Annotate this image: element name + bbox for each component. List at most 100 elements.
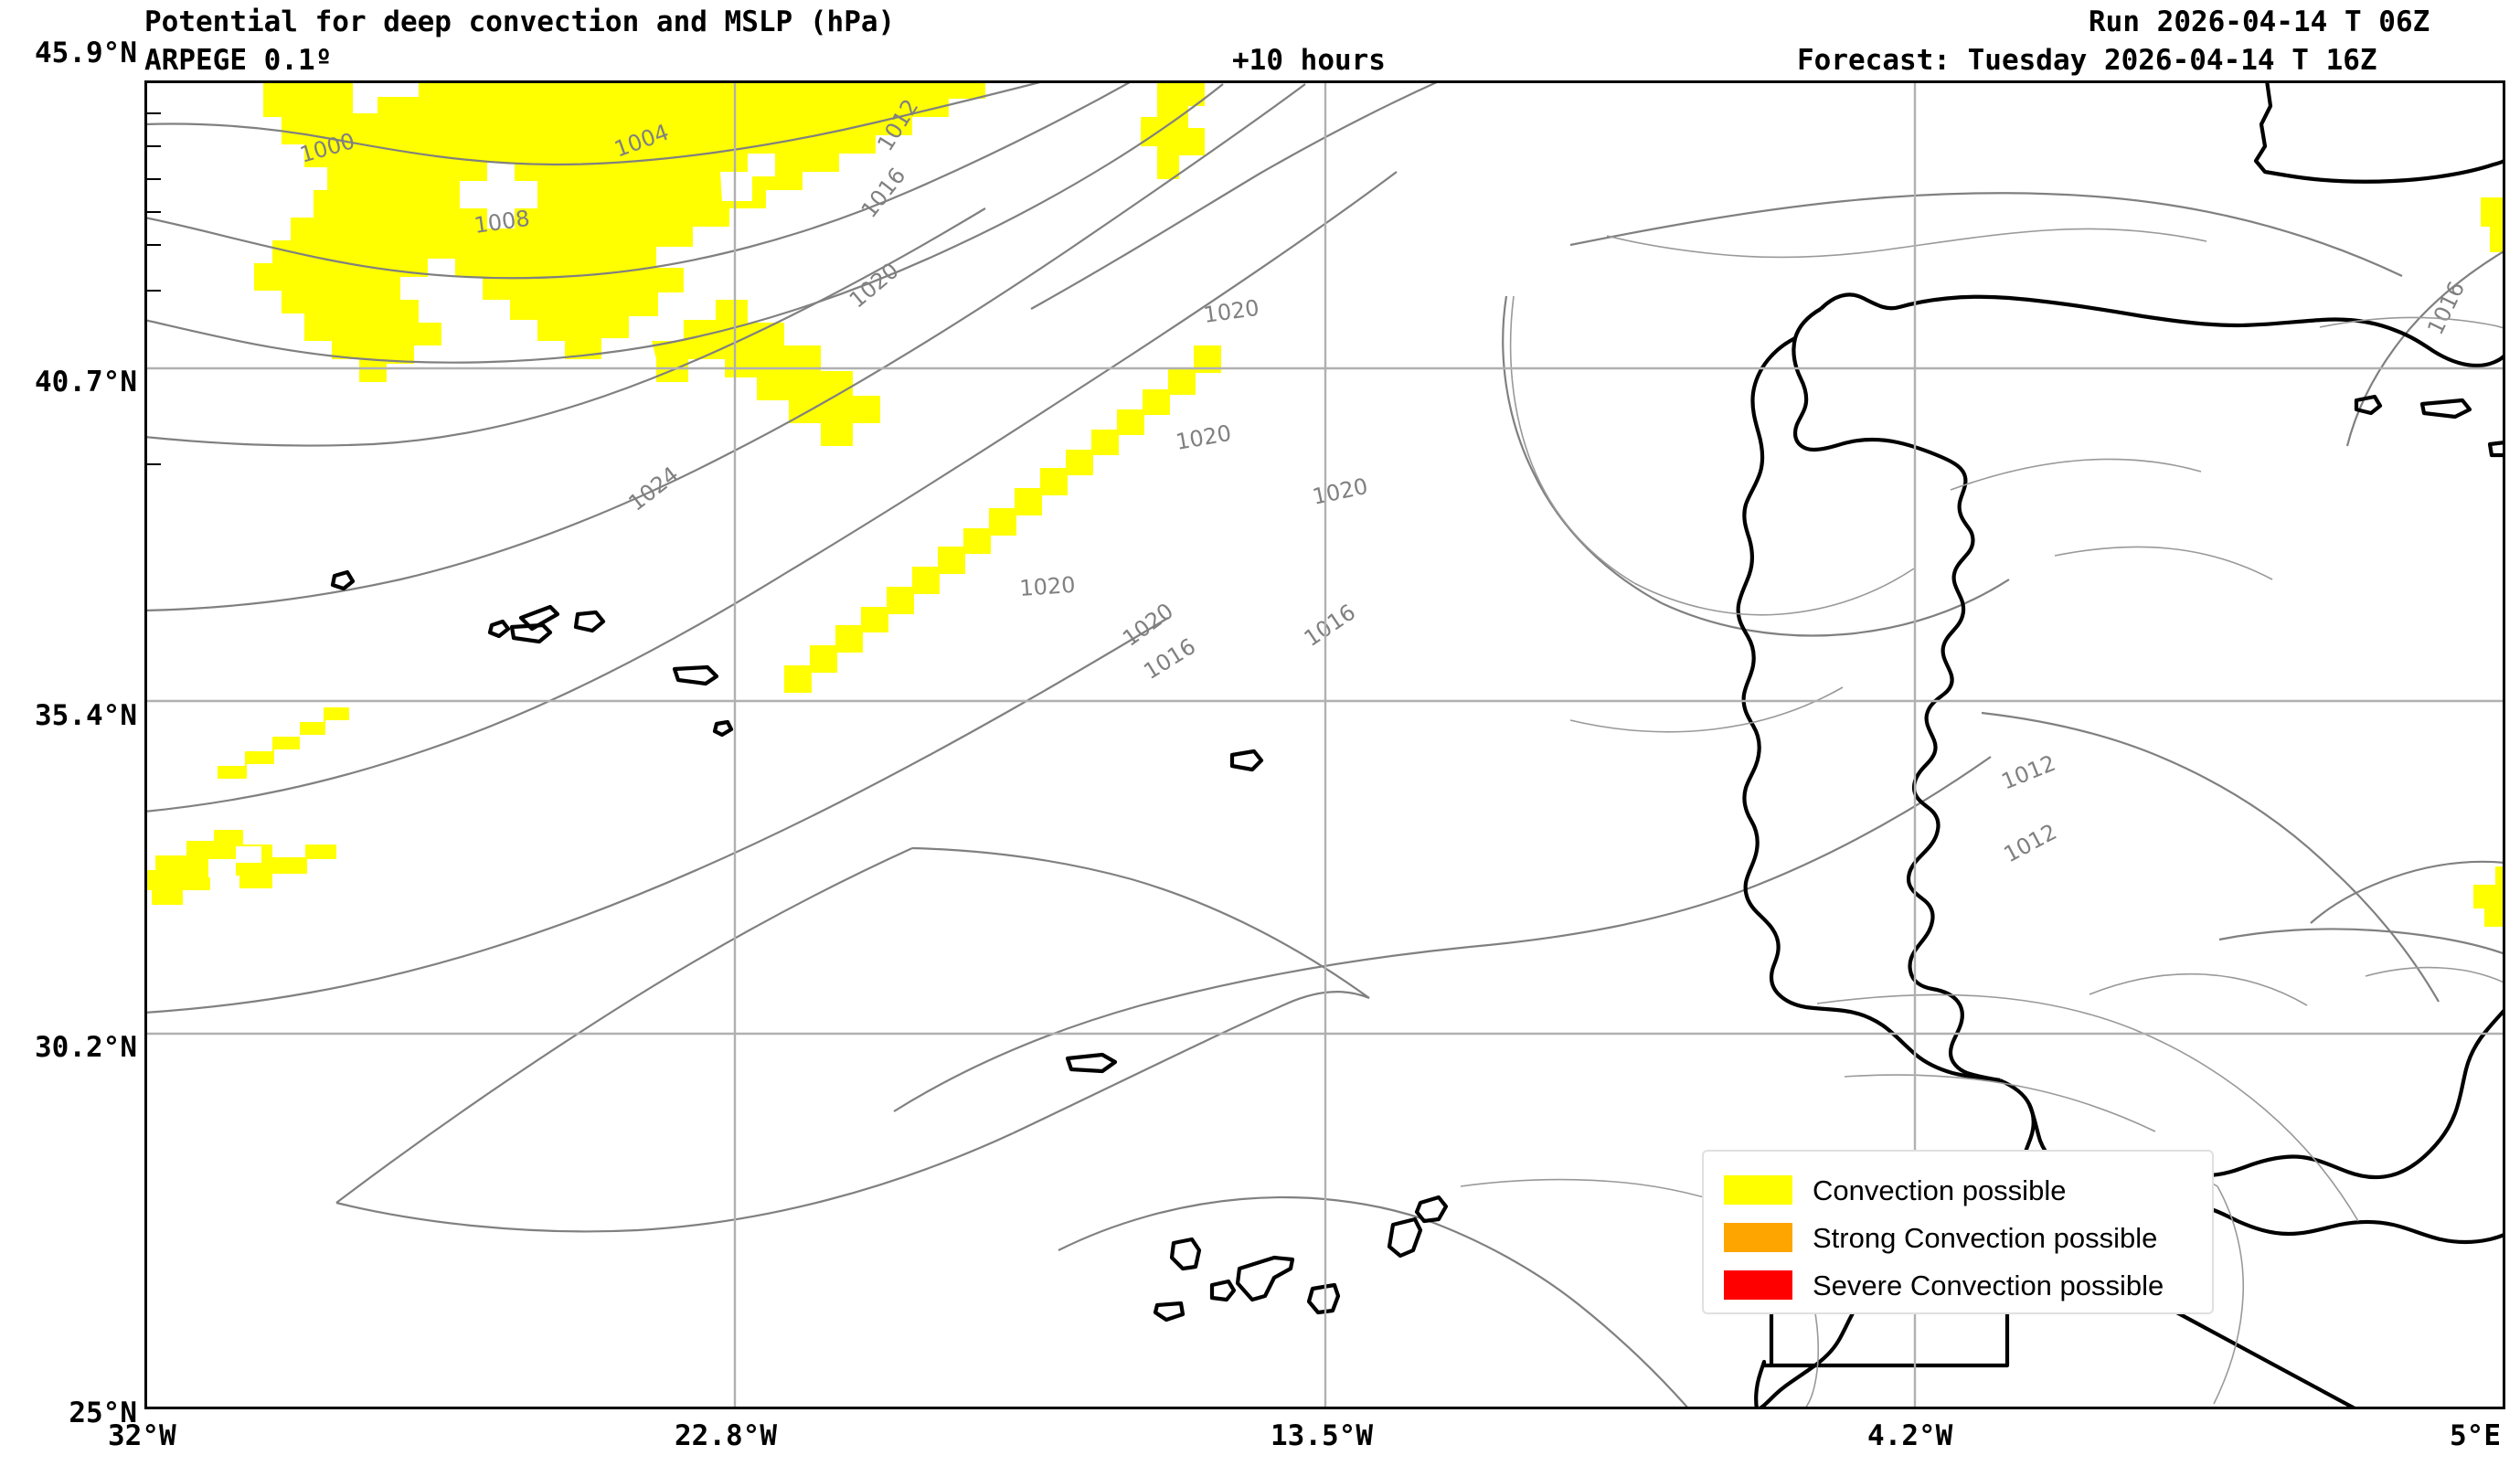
island-azores-corvo [330, 569, 356, 591]
terrain-iberia-center [1633, 568, 1915, 616]
isobar-1012-a [1030, 80, 1443, 310]
x-axis-tick-label-5e: 5°E [2450, 1419, 2501, 1452]
model-label: ARPEGE 0.1º [144, 44, 333, 77]
convection-edge-sliver-south [2473, 866, 2505, 927]
isobar-1012-east [2310, 860, 2505, 924]
convection-area-azores-lobe2 [652, 300, 880, 446]
isobar-1024-e [1012, 991, 1370, 1134]
isobar-label: 1024 [623, 462, 683, 516]
isobar-1024-b [335, 846, 913, 1204]
isobar-1008 [144, 83, 1224, 364]
convection-edge-sliver-north [2481, 197, 2505, 252]
terrain-atlas-north [1816, 993, 2134, 1030]
y-axis-tick-label-40-7n: 40.7°N [35, 366, 137, 398]
legend-label-severe-convection: Severe Convection possible [1813, 1269, 2164, 1301]
isobar-label: 1020 [1202, 295, 1260, 328]
convection-hole-3 [353, 80, 419, 113]
legend-item-severe-convection: Severe Convection possible [1724, 1263, 2212, 1307]
terrain-iberia-west [1509, 295, 1635, 584]
terrain-iberia-meseta [1950, 458, 2202, 491]
y-axis-tick-label-30-2n: 30.2°N [35, 1031, 137, 1064]
terrain-contour-layer [1460, 228, 2505, 1409]
convection-band-diagonal [784, 345, 1221, 693]
isobar-1004 [144, 80, 1135, 280]
isobar-1024-d [911, 846, 1370, 999]
isobar-canaries [1058, 1195, 1425, 1251]
island-fuerteventura [1387, 1216, 1423, 1259]
island-el-hierro [1153, 1301, 1186, 1323]
x-axis-tick-label-4-2w: 4.2°W [1867, 1419, 1953, 1452]
isobar-1012-b [144, 207, 986, 447]
coastline-portugal-atlantic [1736, 336, 2001, 1083]
island-azores-terceira [573, 610, 606, 633]
x-axis-tick-label-13-5w: 13.5°W [1271, 1419, 1373, 1452]
isobar-label: 1020 [1310, 473, 1370, 510]
legend-item-strong-convection: Strong Convection possible [1724, 1216, 2212, 1259]
island-azores-santamaria [712, 719, 734, 738]
coastline-portugal-east-border [1792, 307, 2001, 1083]
terrain-atlas-east [2132, 1028, 2359, 1222]
island-mallorca [2419, 398, 2472, 420]
island-azores-flores [487, 619, 511, 639]
coastline-cantabria [1819, 292, 2505, 368]
terrain-iberia-north [1606, 228, 2207, 259]
island-tenerife [1235, 1255, 1295, 1302]
terrain-morocco-east [2365, 966, 2505, 984]
x-axis-tick-label-22-8w: 22.8°W [675, 1419, 777, 1452]
legend-item-convection: Convection possible [1724, 1168, 2212, 1212]
isobar-1020-iberia-w [1502, 295, 1663, 604]
y-axis-tick-label-25n: 25°N [69, 1397, 137, 1429]
isobar-1020-a [144, 171, 1398, 813]
island-la-palma [1169, 1237, 1202, 1271]
island-ibiza [2354, 394, 2383, 416]
island-azores-pico [518, 604, 560, 632]
legend-swatch-red [1724, 1270, 1792, 1300]
terrain-morocco-plain [2089, 972, 2308, 1006]
island-selvagens [1229, 749, 1264, 772]
page-title: Potential for deep convection and MSLP (… [144, 5, 896, 38]
legend-label-strong-convection: Strong Convection possible [1813, 1221, 2158, 1254]
coastline-channel [2286, 158, 2505, 184]
isobar-label: 1016 [1139, 633, 1200, 685]
isobar-1016 [144, 83, 1306, 612]
island-madeira [1065, 1052, 1118, 1074]
terrain-iberia-east [2054, 546, 2273, 580]
island-lanzarote [1414, 1195, 1449, 1224]
x-axis-tick-label-32w: 32°W [108, 1419, 176, 1452]
island-azores-saomiguel [672, 664, 719, 686]
run-timestamp-label: Run 2026-04-14 T 06Z [2089, 5, 2430, 38]
mslp-isobar-layer [144, 80, 2505, 1409]
convection-streak-35n [218, 707, 349, 779]
isobar-1024-a [144, 617, 1169, 1015]
isobar-1020-b [893, 945, 1471, 1112]
isobar-1024-c [335, 1132, 1014, 1233]
island-menorca [2487, 440, 2505, 458]
legend-label-convection: Convection possible [1813, 1174, 2067, 1206]
isobar-label: 1016 [1300, 600, 1360, 652]
legend-swatch-orange [1724, 1223, 1792, 1252]
forecast-valid-label: Forecast: Tuesday 2026-04-14 T 16Z [1797, 44, 2377, 77]
isobar-1016-atlas [1981, 711, 2330, 867]
coastline-wsahara-coast [1754, 1359, 1771, 1409]
legend-box: Convection possible Strong Convection po… [1702, 1150, 2214, 1314]
island-la-gomera [1209, 1279, 1237, 1302]
plot-frame [144, 80, 2505, 1409]
isobar-label: 1012 [1998, 750, 2059, 795]
y-axis-tick-label-45-9n: 45.9°N [35, 37, 137, 69]
y-axis-tick-label-35-4n: 35.4°N [35, 699, 137, 732]
island-gran-canaria [1306, 1282, 1341, 1315]
isobar-label: 1020 [845, 258, 904, 313]
lead-time-label: +10 hours [1232, 44, 1386, 77]
isobar-1020-iberia-n [1569, 192, 2403, 277]
terrain-pyrenees [2319, 316, 2505, 330]
isobar-label: 1016 [856, 163, 911, 222]
convection-streak-hole [208, 846, 261, 877]
terrain-iberia-south [1569, 686, 1844, 733]
isobar-label: 1020 [1174, 420, 1233, 455]
convection-streak-33n [144, 830, 336, 905]
coastline-brittany [2253, 80, 2288, 178]
isobar-label: 1020 [1018, 572, 1076, 601]
isobar-label: 1012 [2000, 819, 2061, 867]
isobar-canaries-2 [1423, 1217, 1690, 1409]
